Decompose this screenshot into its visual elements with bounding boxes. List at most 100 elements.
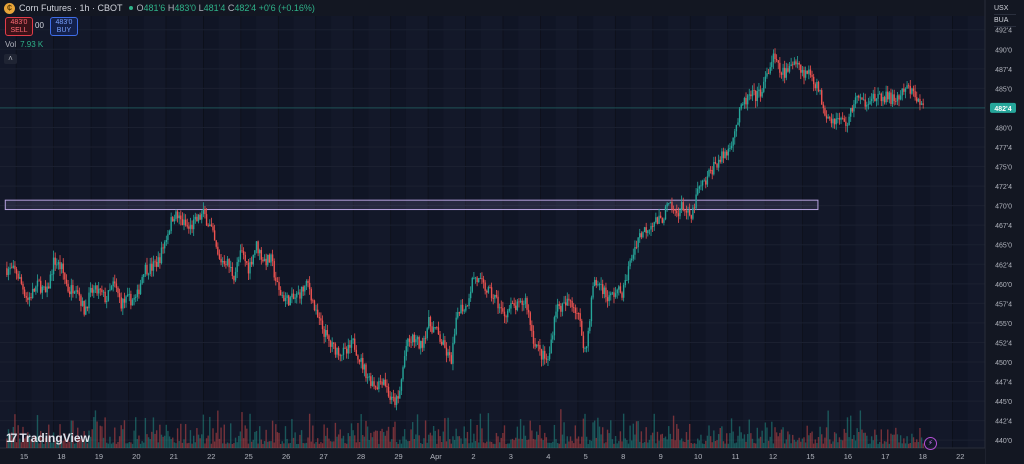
- volume-bar: [740, 432, 742, 448]
- candle-body: [742, 104, 744, 105]
- volume-bar: [866, 435, 868, 448]
- lightning-icon[interactable]: ⚡: [924, 437, 937, 450]
- candle-body: [247, 262, 250, 274]
- volume-bar: [374, 430, 377, 448]
- sell-price: 483'0: [10, 18, 28, 26]
- volume-bar: [122, 429, 124, 448]
- candle-body: [144, 264, 147, 275]
- candle-body: [531, 324, 533, 331]
- trading-session-band: [653, 16, 690, 448]
- volume-bar: [887, 429, 889, 448]
- volume-bar: [101, 426, 103, 448]
- volume-bar: [816, 443, 818, 448]
- volume-bar: [14, 414, 16, 448]
- candle-body: [888, 92, 891, 100]
- candle-body: [310, 289, 312, 301]
- candle-body: [378, 381, 380, 390]
- candle-body: [635, 247, 638, 248]
- candle-body: [275, 277, 277, 281]
- trading-session-band: [278, 16, 316, 448]
- volume-bar: [482, 442, 485, 448]
- candle-body: [291, 293, 293, 298]
- volume-bar: [67, 436, 69, 448]
- volume-bar: [498, 442, 501, 448]
- candle-body: [508, 308, 511, 311]
- candle-body: [460, 304, 462, 314]
- candle-body: [616, 289, 618, 294]
- volume-bar: [832, 441, 834, 448]
- trading-session-band: [728, 16, 765, 448]
- candle-body: [740, 104, 742, 109]
- sell-button[interactable]: 483'0 SELL: [5, 17, 33, 36]
- candle-body: [513, 303, 515, 306]
- volume-bar: [51, 442, 53, 448]
- volume-bar: [642, 443, 644, 448]
- symbol-title[interactable]: Corn Futures · 1h · CBOT: [19, 3, 123, 13]
- volume-bar: [906, 436, 908, 448]
- volume-bar: [358, 442, 361, 448]
- volume-bar: [337, 434, 340, 448]
- volume-bar: [15, 442, 18, 448]
- candle-body: [526, 298, 528, 310]
- buy-label: BUY: [56, 26, 72, 34]
- buy-button[interactable]: 483'0 BUY: [50, 17, 78, 36]
- volume-bar: [804, 442, 807, 448]
- volume-bar: [851, 438, 854, 448]
- candle-body: [602, 284, 604, 295]
- volume-bar: [56, 436, 58, 448]
- volume-bar: [627, 443, 630, 448]
- candle-body: [569, 300, 572, 302]
- candle-body: [418, 337, 420, 349]
- candle-body: [858, 95, 860, 98]
- candle-body: [563, 302, 565, 304]
- volume-bar: [848, 437, 850, 448]
- y-tick-label: 445'0: [995, 399, 1012, 406]
- candle-body: [23, 289, 26, 296]
- volume-bar: [370, 432, 372, 448]
- volume-bar: [469, 419, 472, 448]
- candle-body: [96, 285, 98, 294]
- candle-body: [587, 330, 589, 347]
- volume-bar: [287, 443, 290, 448]
- volume-bar: [405, 439, 407, 448]
- candle-body: [94, 285, 97, 290]
- volume-bar: [608, 433, 610, 448]
- volume-bar: [700, 434, 702, 448]
- volume-bar: [827, 410, 829, 448]
- volume-bar: [764, 422, 767, 448]
- candle-body: [176, 211, 179, 219]
- volume-bar: [315, 441, 317, 448]
- volume-bar: [57, 440, 60, 448]
- volume-bar: [40, 430, 42, 448]
- candle-body: [890, 92, 892, 104]
- candle-body: [426, 328, 428, 339]
- candle-body: [494, 294, 496, 299]
- candle-body: [519, 300, 522, 302]
- volume-bar: [535, 431, 538, 448]
- candle-body: [829, 117, 831, 119]
- candle-body: [102, 291, 105, 293]
- candle-body: [716, 163, 718, 168]
- y-tick-label: 485'0: [995, 86, 1012, 93]
- volume-bar: [577, 436, 580, 448]
- volume-bar: [592, 422, 594, 448]
- candle-body: [629, 260, 631, 267]
- volume-bar: [610, 420, 612, 448]
- volume-bar: [349, 436, 351, 448]
- y-tick-label: 447'4: [995, 380, 1012, 387]
- candle-body: [606, 297, 609, 302]
- volume-bar: [23, 438, 26, 448]
- candle-body: [257, 241, 259, 254]
- volume-bar: [534, 439, 536, 448]
- volume-bar: [568, 441, 570, 448]
- volume-bar: [516, 426, 519, 448]
- currency-selector[interactable]: USX BUA: [994, 3, 1016, 27]
- candle-body: [281, 295, 283, 297]
- collapse-legend-button[interactable]: ˄: [4, 54, 17, 64]
- volume-bar: [729, 433, 731, 448]
- candle-body: [898, 95, 900, 100]
- candle-body: [312, 300, 314, 302]
- candle-body: [651, 226, 654, 227]
- candle-body: [582, 335, 585, 349]
